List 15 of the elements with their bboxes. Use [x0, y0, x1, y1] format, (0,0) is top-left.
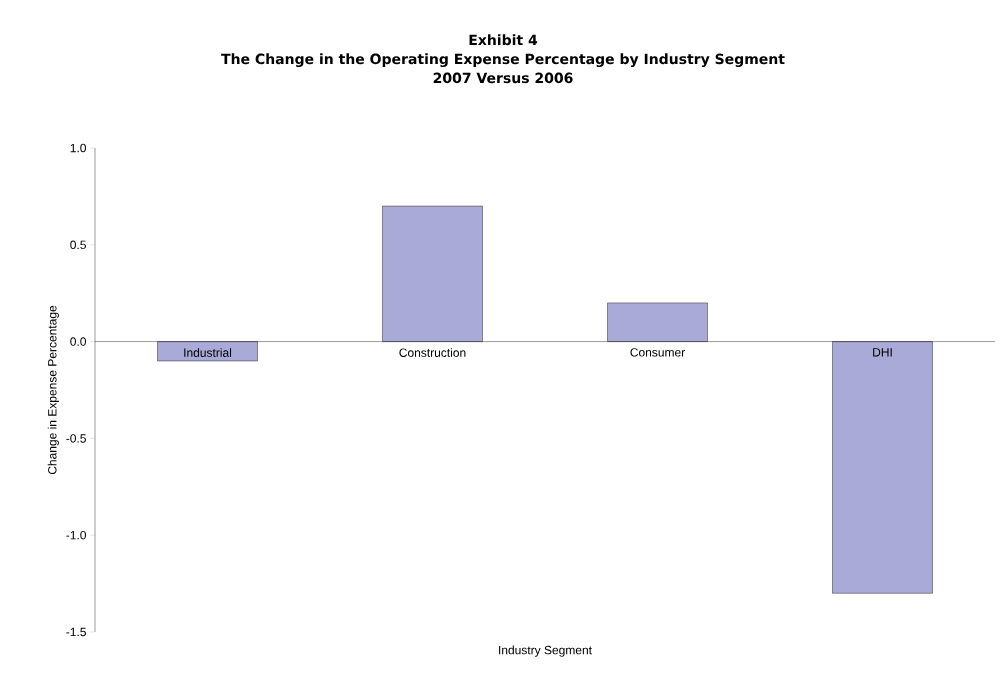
x-axis-title: Industry Segment: [499, 645, 592, 657]
x-tick-label: Consumer: [630, 348, 685, 357]
y-tick-label: -1.5: [66, 627, 86, 637]
y-axis-title: Change in Expense Percentage: [47, 305, 59, 475]
chart-title: The Change in the Operating Expense Percentage by Industry Segment: [221, 53, 785, 68]
x-tick-label: DHI: [873, 348, 892, 357]
y-tick-label: 0.5: [70, 240, 86, 250]
text: Exhibit 4: [469, 34, 538, 46]
x-tick-label: Industrial: [184, 348, 232, 357]
x-tick-label: Construction: [399, 348, 466, 357]
y-tick-label: -0.5: [66, 434, 86, 443]
y-tick-label: 1.0: [70, 143, 87, 153]
chart-subtitle: 2007 Versus 2006: [433, 72, 573, 84]
y-tick-label: 0.0: [70, 337, 87, 346]
y-tick-label: -1.0: [66, 530, 86, 540]
